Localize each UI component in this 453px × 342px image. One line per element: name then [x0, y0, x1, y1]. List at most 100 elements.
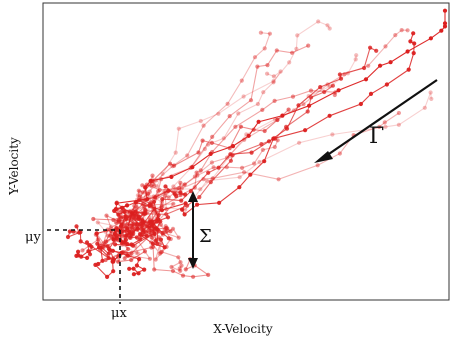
trajectory-point [337, 72, 342, 77]
trajectory-point [171, 184, 176, 189]
trajectory-point [249, 150, 254, 155]
trajectory-point [105, 233, 111, 238]
trajectory-point [142, 204, 147, 209]
trajectory-point [178, 260, 183, 265]
trajectory-point [183, 207, 188, 212]
trajectory-point [142, 204, 147, 209]
trajectory-point [297, 140, 302, 145]
trajectory-point [166, 188, 171, 193]
trajectory-line [121, 20, 331, 255]
trajectory-point [129, 257, 134, 263]
trajectory-point [155, 229, 160, 234]
trajectory-point [178, 180, 183, 185]
trajectory-point [156, 218, 161, 224]
trajectory-point [128, 235, 133, 240]
trajectory-point [151, 199, 157, 204]
trajectory-point [159, 208, 164, 213]
trajectory-point [259, 142, 264, 147]
trajectory-point [134, 263, 139, 268]
trajectory-point [354, 53, 359, 58]
trajectory-line [127, 203, 181, 260]
trajectory-point [287, 60, 292, 65]
trajectory-point [276, 177, 281, 182]
trajectory-point [325, 82, 330, 87]
trajectory-point [209, 140, 214, 145]
trajectory-point [108, 225, 113, 230]
trajectory-point [87, 252, 93, 257]
trajectory-point [162, 227, 167, 232]
trajectory-point [129, 251, 134, 256]
trajectory-point [153, 195, 158, 200]
trajectory-point [134, 235, 139, 240]
trajectory-point [136, 271, 141, 276]
trajectory-point [336, 88, 341, 93]
trajectory-point [150, 173, 155, 178]
trajectory-point [428, 90, 433, 95]
trajectory-point [190, 164, 195, 169]
trajectory-point [286, 107, 291, 112]
trajectory-point [120, 250, 125, 255]
trajectory-point [161, 232, 166, 237]
trajectory-point [130, 226, 135, 231]
trajectory-point [318, 85, 323, 90]
trajectory-series [98, 107, 291, 252]
trajectory-point [143, 230, 148, 235]
trajectory-point [164, 207, 169, 212]
trajectory-point [111, 217, 116, 223]
trajectory-point [233, 124, 238, 129]
trajectory-point [119, 209, 124, 214]
trajectory-point [67, 229, 72, 234]
trajectory-point [127, 253, 132, 258]
trajectory-point [374, 48, 379, 53]
trajectory-point [110, 259, 115, 264]
trajectory-point [255, 64, 260, 69]
trajectory-point [165, 229, 170, 234]
trajectory-series [119, 45, 379, 245]
trajectory-point [130, 243, 136, 248]
trajectory-point [251, 127, 256, 132]
trajectory-point [442, 24, 448, 29]
trajectory-point [179, 263, 184, 268]
trajectory-point [166, 236, 171, 241]
trajectory-point [170, 164, 175, 169]
trajectory-point [260, 107, 265, 112]
trajectory-point [408, 39, 413, 44]
trajectory-point [183, 267, 188, 272]
trajectory-point [271, 74, 276, 79]
trajectory-point [121, 240, 126, 245]
trajectory-point [85, 255, 90, 260]
trajectory-point [128, 217, 133, 222]
trajectory-point [210, 134, 215, 139]
trajectory-point [182, 182, 188, 187]
trajectory-point [182, 212, 187, 217]
trajectory-point [315, 163, 320, 168]
trajectory-point [156, 216, 161, 222]
trajectory-point [261, 90, 266, 95]
trajectory-point [80, 248, 85, 253]
trajectory-point [114, 220, 119, 225]
y-axis-title: Y-Velocity [7, 137, 21, 196]
sigma-annotation: Σ [188, 191, 212, 269]
trajectory-point [127, 209, 132, 214]
trajectory-point [412, 41, 417, 46]
trajectory-point [180, 273, 186, 278]
trajectory-point [272, 135, 277, 141]
trajectory-point [275, 117, 280, 123]
trajectory-point [206, 170, 211, 175]
trajectory-point [241, 94, 246, 99]
trajectory-point [271, 80, 276, 85]
trajectory-point [230, 144, 236, 149]
trajectory-point [429, 96, 434, 101]
trajectory-point [353, 57, 358, 62]
trajectory-point [248, 172, 253, 177]
trajectory-point [149, 245, 154, 250]
trajectory-point [150, 179, 155, 184]
trajectory-point [103, 257, 108, 263]
trajectory-point [138, 232, 143, 237]
trajectory-point [91, 216, 96, 222]
trajectory-point [143, 211, 148, 216]
trajectory-point [216, 165, 221, 170]
trajectory-point [204, 178, 209, 183]
trajectory-point [217, 200, 222, 205]
trajectory-point [128, 232, 133, 237]
